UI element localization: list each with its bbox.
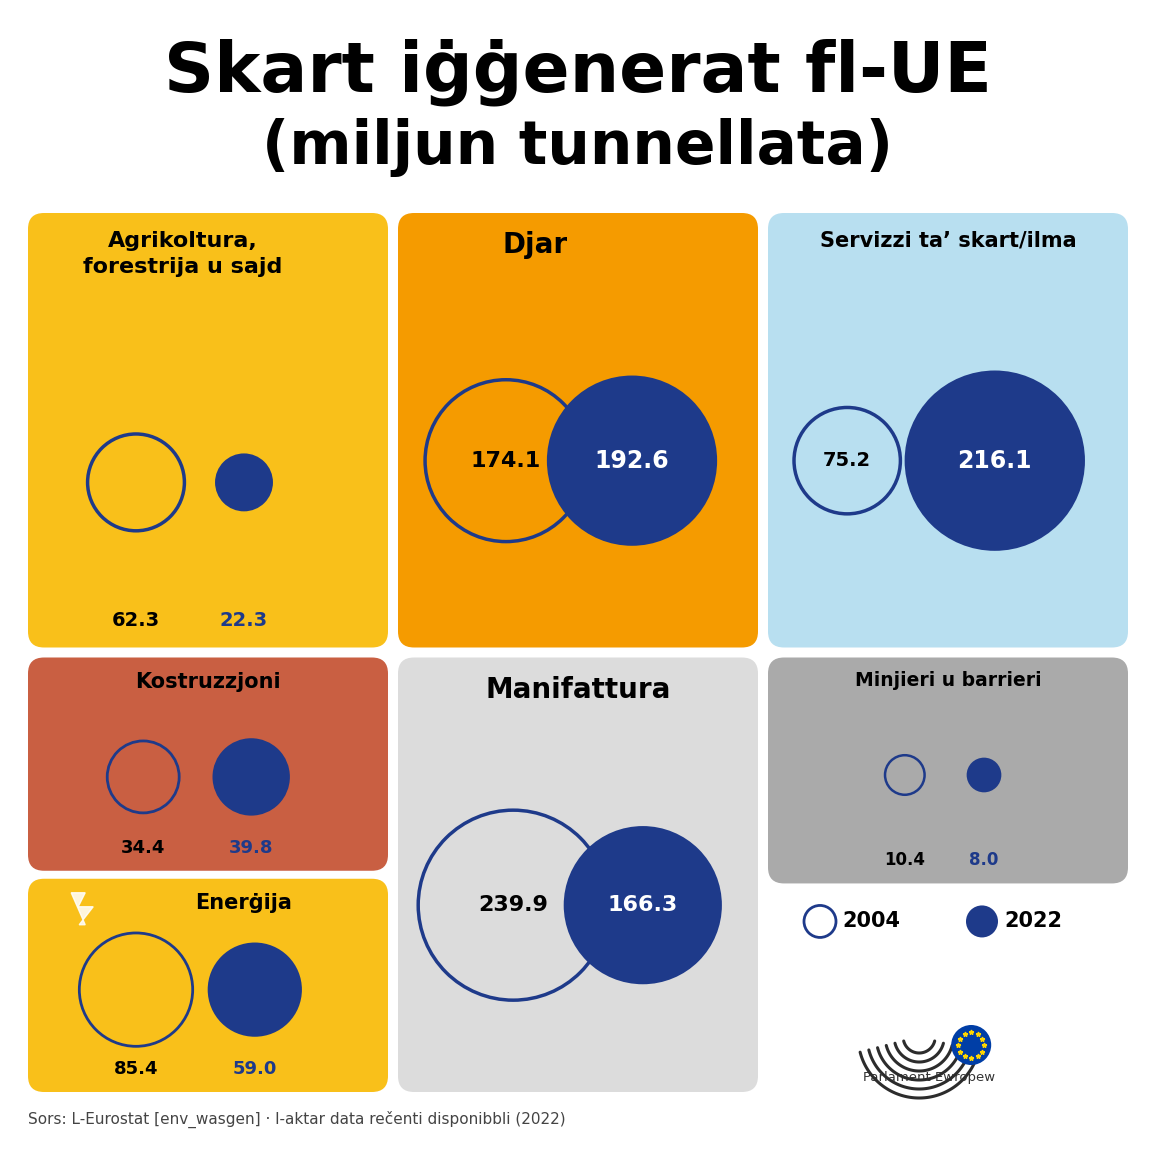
FancyBboxPatch shape <box>28 213 388 647</box>
Text: 62.3: 62.3 <box>112 610 160 630</box>
Text: Enerġija: Enerġija <box>195 892 292 913</box>
Text: 2022: 2022 <box>1005 911 1062 932</box>
Circle shape <box>951 1025 991 1065</box>
Text: 10.4: 10.4 <box>884 852 925 869</box>
Text: 75.2: 75.2 <box>823 451 872 470</box>
FancyBboxPatch shape <box>768 213 1128 647</box>
Text: Djar: Djar <box>502 231 568 259</box>
Circle shape <box>905 371 1085 550</box>
Text: 85.4: 85.4 <box>113 1060 158 1079</box>
Text: Parlament Ewropew: Parlament Ewropew <box>864 1070 995 1084</box>
Text: (miljun tunnellata): (miljun tunnellata) <box>262 118 894 177</box>
Text: Sors: L-Eurostat [env_wasgen] · l-aktar data rečenti disponibbli (2022): Sors: L-Eurostat [env_wasgen] · l-aktar … <box>28 1111 565 1128</box>
Text: 166.3: 166.3 <box>608 895 677 916</box>
Text: Kostruzzjoni: Kostruzzjoni <box>135 672 281 691</box>
FancyBboxPatch shape <box>28 658 388 870</box>
Text: Manifattura: Manifattura <box>486 675 670 704</box>
Circle shape <box>966 757 1001 792</box>
Text: Agrikoltura,
forestrija u sajd: Agrikoltura, forestrija u sajd <box>83 231 282 276</box>
Text: Skart iġġenerat fl-UE: Skart iġġenerat fl-UE <box>164 38 992 105</box>
Text: 34.4: 34.4 <box>121 839 165 857</box>
Circle shape <box>547 376 717 546</box>
FancyBboxPatch shape <box>28 879 388 1092</box>
Text: 174.1: 174.1 <box>470 451 541 470</box>
Text: 8.0: 8.0 <box>970 852 999 869</box>
Text: 59.0: 59.0 <box>232 1060 277 1079</box>
Text: 216.1: 216.1 <box>957 449 1032 473</box>
Text: 239.9: 239.9 <box>479 895 548 916</box>
Text: 2004: 2004 <box>842 911 901 932</box>
Text: 22.3: 22.3 <box>220 610 268 630</box>
FancyBboxPatch shape <box>768 658 1128 883</box>
FancyBboxPatch shape <box>398 658 758 1092</box>
Circle shape <box>215 453 273 511</box>
Text: Servizzi ta’ skart/ilma: Servizzi ta’ skart/ilma <box>820 231 1076 251</box>
Polygon shape <box>72 892 94 925</box>
Circle shape <box>213 739 290 816</box>
Circle shape <box>208 942 302 1037</box>
Text: 192.6: 192.6 <box>594 449 669 473</box>
Text: Minjieri u barrieri: Minjieri u barrieri <box>854 672 1042 690</box>
Text: 39.8: 39.8 <box>229 839 274 857</box>
Circle shape <box>564 827 721 984</box>
FancyBboxPatch shape <box>398 213 758 647</box>
Circle shape <box>966 905 998 938</box>
